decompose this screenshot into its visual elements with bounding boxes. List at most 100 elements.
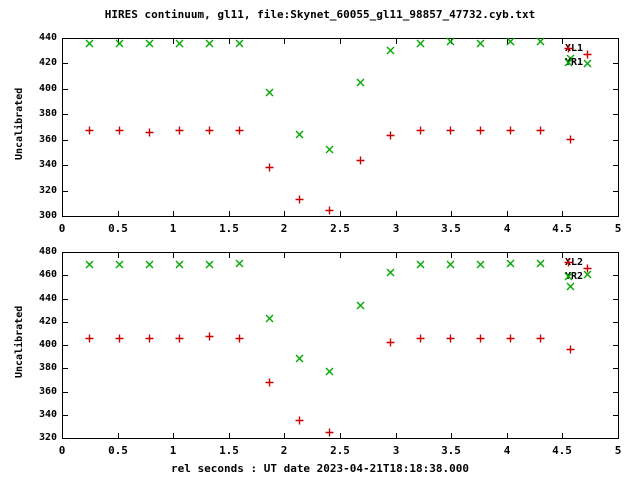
data-point-yr2 <box>476 260 485 269</box>
y-tick-label: 300 <box>38 210 57 221</box>
data-point-xl1 <box>145 128 154 137</box>
data-point-yr1 <box>145 39 154 48</box>
x-tick-top <box>562 252 563 258</box>
x-tick <box>229 433 230 439</box>
data-point-xl1 <box>566 135 575 144</box>
data-point-xl1 <box>235 126 244 135</box>
data-point-yr2 <box>295 354 304 363</box>
x-tick-label: 0.5 <box>108 444 128 457</box>
x-tick <box>451 211 452 217</box>
y-tick <box>62 299 68 300</box>
x-tick-label: 4 <box>503 444 511 457</box>
y-tick <box>62 89 68 90</box>
data-point-xl1 <box>476 126 485 135</box>
y-tick-label: 380 <box>38 108 57 119</box>
x-tick <box>118 211 119 217</box>
bottom-plot-y-axis-title: Uncalibrated <box>14 305 25 378</box>
data-point-xl2 <box>386 338 395 347</box>
data-point-yr2 <box>205 260 214 269</box>
data-point-xl2 <box>145 334 154 343</box>
x-tick-top <box>507 252 508 258</box>
y-tick-label: 360 <box>38 134 57 145</box>
data-point-xl1 <box>356 156 365 165</box>
data-point-yr2 <box>416 260 425 269</box>
x-tick-label: 1 <box>169 444 177 457</box>
data-point-yr2 <box>566 282 575 291</box>
data-point-yr1 <box>325 145 334 154</box>
y-tick-right <box>613 191 619 192</box>
data-point-yr1 <box>356 78 365 87</box>
y-tick-label: 460 <box>38 269 57 280</box>
x-tick <box>118 433 119 439</box>
x-tick-top <box>118 252 119 258</box>
x-tick-label: 0.5 <box>108 222 128 235</box>
x-axis-title: rel seconds : UT date 2023-04-21T18:18:3… <box>170 462 469 475</box>
data-point-xl2 <box>446 334 455 343</box>
data-point-yr1 <box>416 39 425 48</box>
x-tick <box>507 211 508 217</box>
legend-label-yr2: YR2 <box>564 271 583 282</box>
data-point-xl1 <box>583 50 592 59</box>
data-point-xl1 <box>205 126 214 135</box>
data-point-xl2 <box>506 334 515 343</box>
x-tick-label: 0 <box>58 222 66 235</box>
y-tick-right <box>613 114 619 115</box>
data-point-xl2 <box>85 334 94 343</box>
data-point-xl2 <box>265 378 274 387</box>
data-point-xl2 <box>566 345 575 354</box>
x-tick-label: 3.5 <box>441 222 461 235</box>
x-tick-label: 1.5 <box>219 444 239 457</box>
x-tick-top <box>284 252 285 258</box>
y-tick <box>62 345 68 346</box>
data-point-yr2 <box>145 260 154 269</box>
y-tick-label: 360 <box>38 386 57 397</box>
page-title: HIRES continuum, gl11, file:Skynet_60055… <box>104 8 536 21</box>
y-tick-right <box>613 345 619 346</box>
y-tick-label: 400 <box>38 83 57 94</box>
legend-label-xl2: XL2 <box>564 257 583 268</box>
x-tick <box>396 433 397 439</box>
x-tick-top <box>340 38 341 44</box>
x-tick <box>173 211 174 217</box>
data-point-yr2 <box>325 367 334 376</box>
y-tick-label: 480 <box>38 246 57 257</box>
data-point-yr1 <box>295 130 304 139</box>
x-tick <box>562 211 563 217</box>
y-tick-right <box>613 322 619 323</box>
y-tick <box>62 275 68 276</box>
data-point-yr2 <box>506 259 515 268</box>
y-tick-label: 320 <box>38 432 57 443</box>
x-tick-label: 4 <box>503 222 511 235</box>
data-point-xl1 <box>295 195 304 204</box>
data-point-xl2 <box>476 334 485 343</box>
y-tick <box>62 63 68 64</box>
x-tick <box>396 211 397 217</box>
y-tick <box>62 368 68 369</box>
y-tick <box>62 415 68 416</box>
x-tick-label: 2.5 <box>330 444 350 457</box>
x-tick-label: 5 <box>614 444 622 457</box>
y-tick-label: 340 <box>38 409 57 420</box>
x-tick-top <box>229 38 230 44</box>
legend-marker-xl1 <box>564 44 573 53</box>
x-tick <box>451 433 452 439</box>
y-tick-label: 440 <box>38 293 57 304</box>
x-tick-label: 3 <box>392 222 400 235</box>
x-tick <box>507 433 508 439</box>
data-point-xl1 <box>506 126 515 135</box>
x-tick-label: 2.5 <box>330 222 350 235</box>
x-tick-label: 3 <box>392 444 400 457</box>
data-point-xl1 <box>115 126 124 135</box>
data-point-yr2 <box>536 259 545 268</box>
x-tick-label: 2 <box>280 222 288 235</box>
data-point-yr1 <box>85 39 94 48</box>
data-point-yr1 <box>175 39 184 48</box>
y-tick <box>62 322 68 323</box>
data-point-xl1 <box>175 126 184 135</box>
x-tick <box>340 433 341 439</box>
data-point-yr2 <box>446 260 455 269</box>
data-point-xl1 <box>446 126 455 135</box>
data-point-xl2 <box>325 428 334 437</box>
data-point-yr1 <box>446 37 455 46</box>
